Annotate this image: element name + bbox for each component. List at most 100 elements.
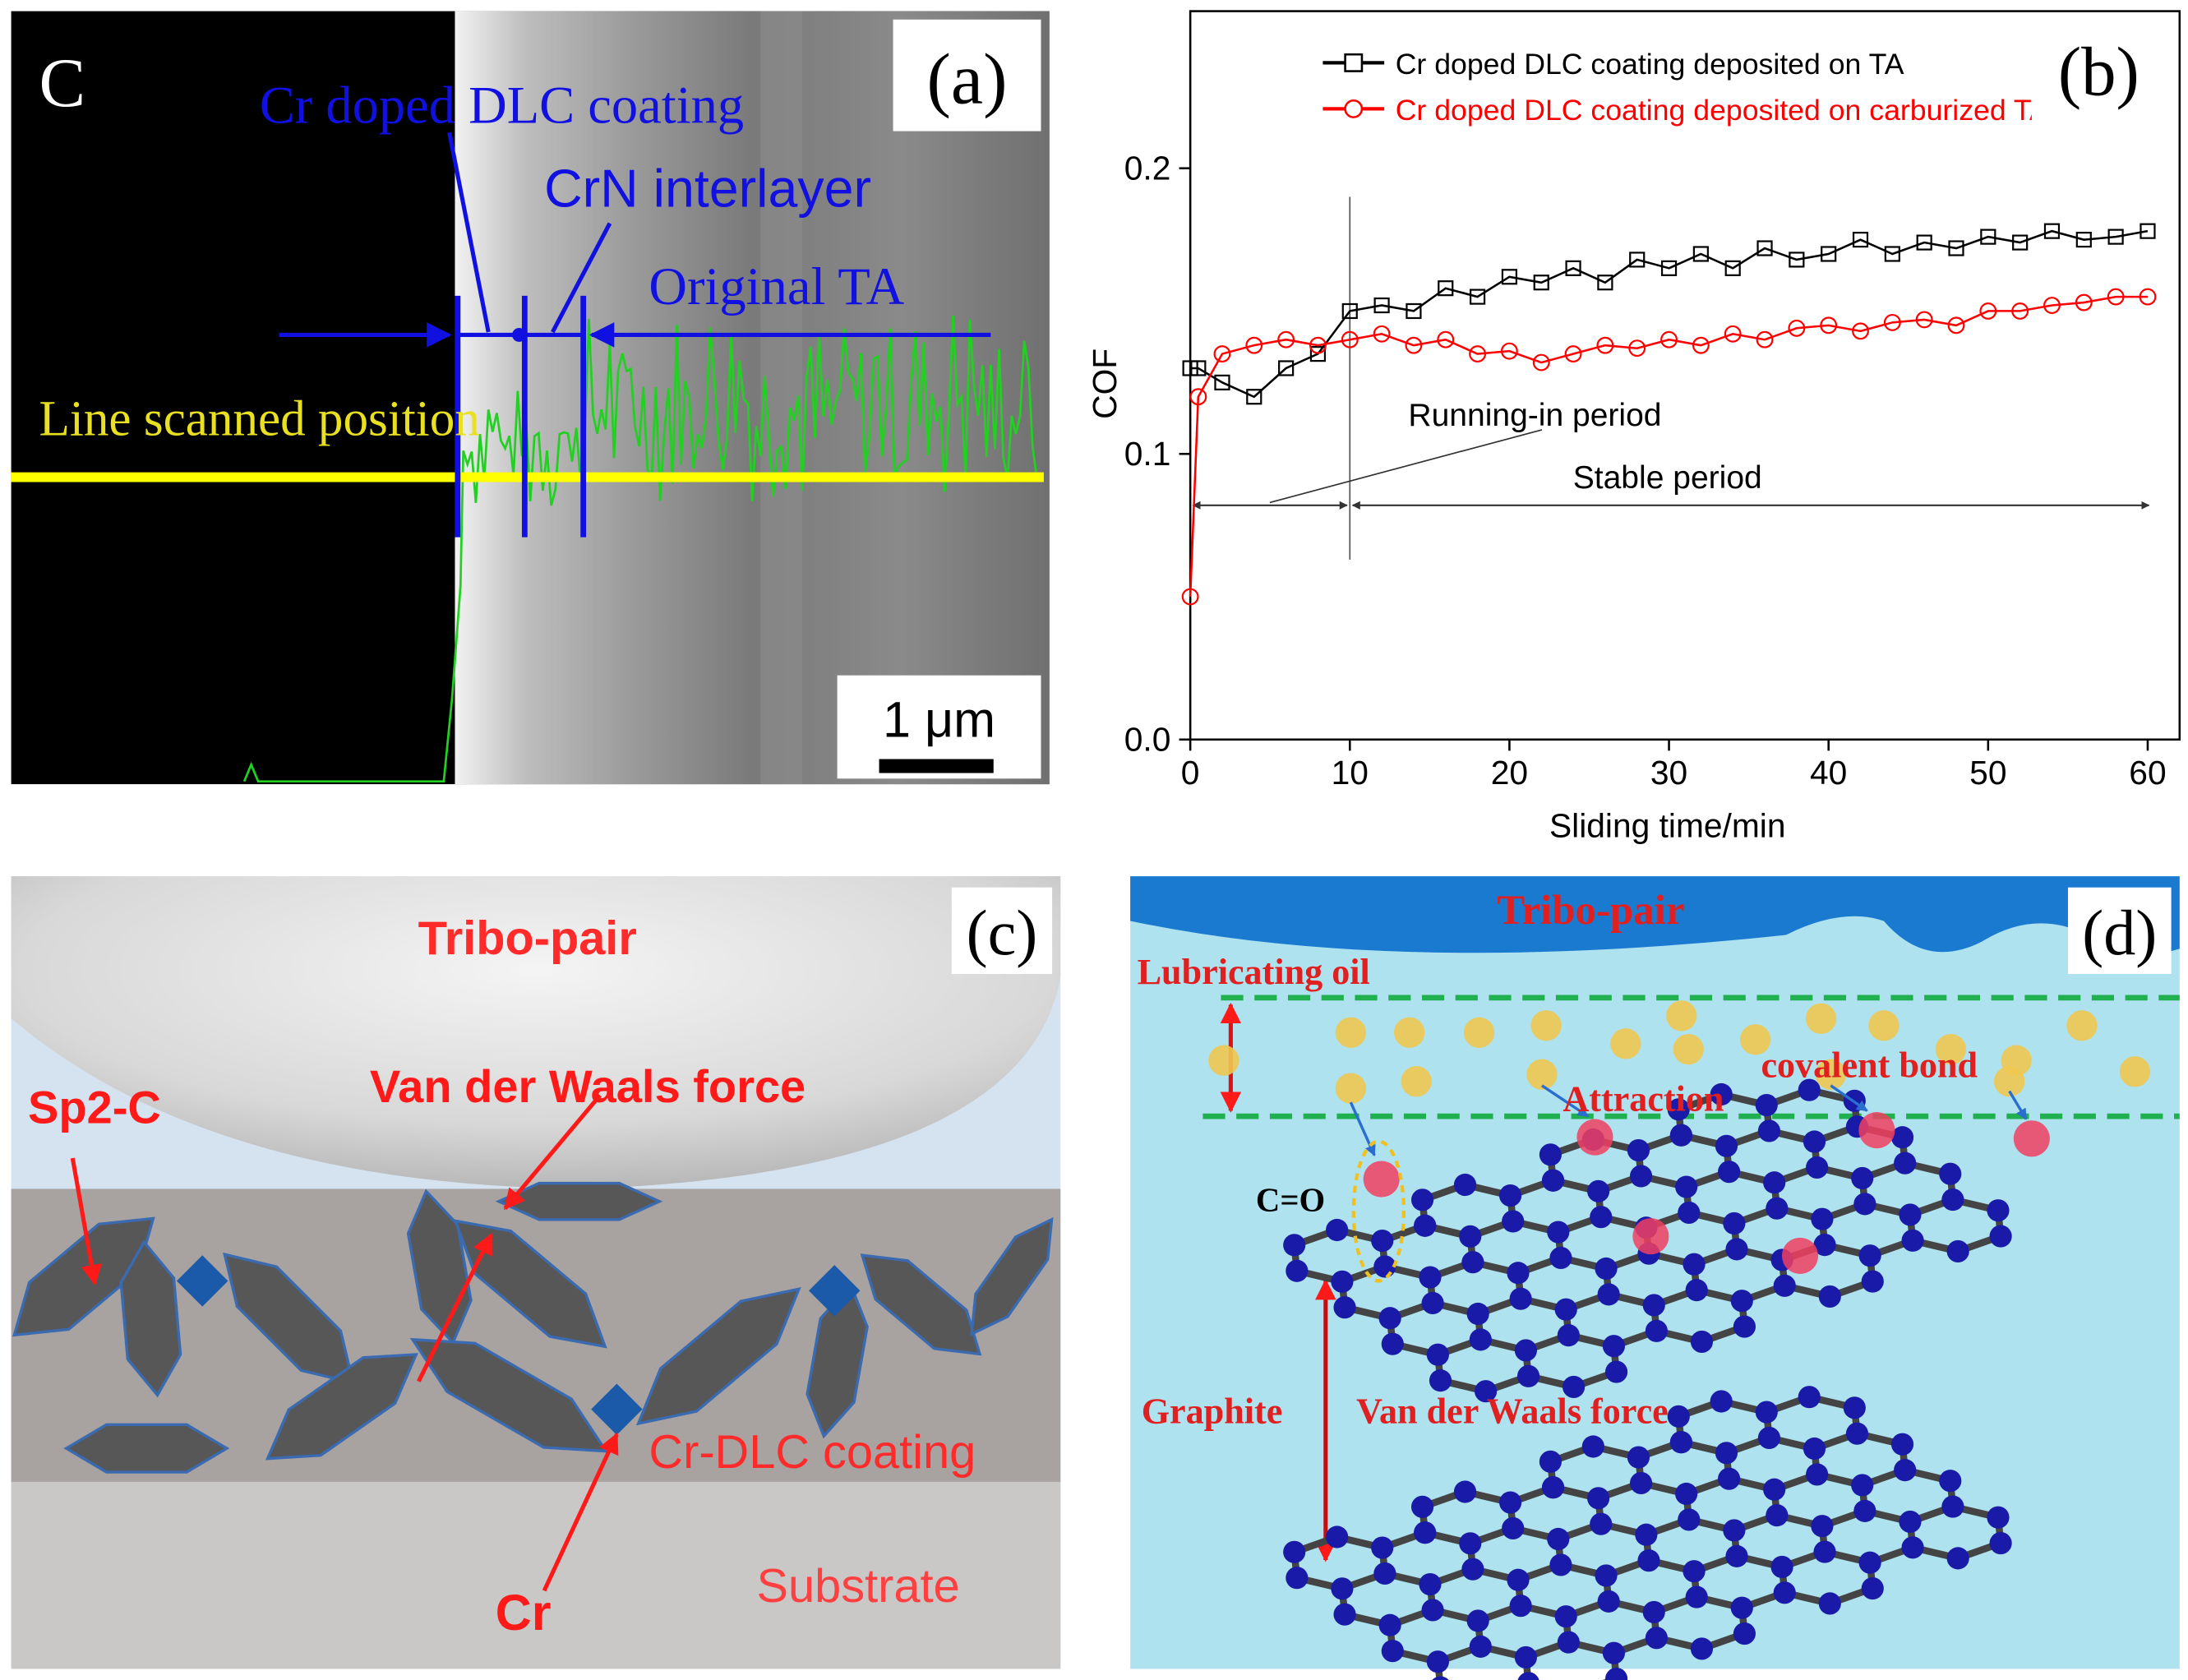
carbon-atom bbox=[1899, 1203, 1922, 1226]
legend-marker bbox=[1344, 53, 1364, 72]
marker bbox=[2140, 223, 2156, 239]
carbon-atom bbox=[1475, 1380, 1498, 1403]
carbon-atom bbox=[1373, 1562, 1396, 1585]
marker bbox=[1405, 336, 1423, 354]
carbon-atom bbox=[1811, 1207, 1834, 1230]
annotation: CrN interlayer bbox=[544, 159, 871, 218]
carbon-atom bbox=[1333, 1603, 1356, 1626]
carbon-atom bbox=[1763, 1171, 1786, 1194]
marker bbox=[1278, 360, 1295, 376]
substrate-layer bbox=[11, 1481, 1061, 1669]
carbon-atom bbox=[1459, 1532, 1482, 1555]
carbon-atom bbox=[1514, 1339, 1537, 1362]
carbon-atom bbox=[1813, 1540, 1836, 1563]
marker bbox=[1181, 588, 1199, 606]
marker bbox=[1948, 240, 1964, 256]
marker bbox=[1309, 346, 1327, 362]
label-box bbox=[951, 887, 1053, 974]
marker bbox=[1756, 330, 1774, 348]
sp2-flake bbox=[635, 1286, 801, 1426]
scale-bar-label: 1 μm bbox=[883, 691, 995, 747]
carbon-atom bbox=[1629, 1471, 1653, 1495]
label: Tribo-pair bbox=[418, 912, 637, 965]
label: Graphite bbox=[1142, 1392, 1283, 1432]
carbon-atom bbox=[1286, 1567, 1309, 1590]
carbon-atom bbox=[1554, 1605, 1577, 1628]
marker bbox=[1916, 234, 1932, 251]
carbon-atom bbox=[1563, 1375, 1586, 1398]
oil-molecule bbox=[1335, 1073, 1367, 1104]
carbon-atom bbox=[1509, 1595, 1532, 1618]
carbon-atom bbox=[1683, 1560, 1706, 1583]
panel-label: (c) bbox=[967, 897, 1038, 968]
cr-atom bbox=[591, 1383, 643, 1435]
carbon-atom bbox=[1378, 1307, 1401, 1330]
marker bbox=[2139, 288, 2157, 306]
attraction-arrow bbox=[1541, 1084, 1590, 1118]
oil-molecule bbox=[1994, 1066, 2025, 1097]
marker bbox=[1245, 336, 1263, 354]
label: Tribo-pair bbox=[1497, 888, 1684, 934]
arrow bbox=[417, 1233, 493, 1382]
carbon-atom bbox=[1426, 1343, 1449, 1366]
carbon-atom bbox=[1755, 1401, 1778, 1424]
marker bbox=[1437, 330, 1455, 348]
marker bbox=[1789, 252, 1805, 268]
series-line bbox=[1189, 295, 2148, 597]
oxygen-atom bbox=[1363, 1161, 1400, 1198]
carbon-atom bbox=[1642, 1294, 1665, 1317]
carbon-atom bbox=[1851, 1474, 1874, 1497]
attraction-arrow bbox=[1349, 1101, 1376, 1156]
carbon-atom bbox=[1587, 1179, 1610, 1202]
x-tick-label: 30 bbox=[1650, 754, 1687, 792]
carbon-atom bbox=[1283, 1234, 1306, 1257]
carbon-atom bbox=[1946, 1547, 1969, 1570]
carbon-atom bbox=[1773, 1581, 1796, 1604]
carbon-atom bbox=[1642, 1600, 1665, 1624]
carbon-atom bbox=[1730, 1596, 1753, 1619]
carbon-atom bbox=[1507, 1568, 1530, 1591]
carbon-atom bbox=[1421, 1599, 1444, 1622]
label-box bbox=[2067, 887, 2172, 974]
arrow bbox=[503, 1094, 602, 1211]
carbon-atom bbox=[1683, 1253, 1706, 1276]
carbon-atom bbox=[1381, 1640, 1404, 1663]
marker bbox=[1979, 302, 1997, 320]
label: Van der Waals force bbox=[1356, 1392, 1669, 1432]
marker bbox=[1629, 252, 1646, 268]
carbon-atom bbox=[1715, 1134, 1738, 1157]
marker bbox=[1309, 336, 1327, 354]
marker bbox=[1660, 330, 1678, 348]
carbon-atom bbox=[1378, 1613, 1401, 1636]
sp2-flake bbox=[63, 1423, 230, 1474]
oil-molecule bbox=[1740, 1024, 1771, 1055]
carbon-atom bbox=[1861, 1270, 1884, 1293]
oil-molecule bbox=[1673, 1033, 1704, 1065]
carbon-atom bbox=[1715, 1442, 1738, 1465]
carbon-atom bbox=[1627, 1138, 1650, 1162]
carbon-atom bbox=[1590, 1512, 1613, 1535]
cr-atom bbox=[809, 1265, 861, 1317]
marker bbox=[1883, 313, 1901, 331]
carbon-atom bbox=[1773, 1274, 1796, 1297]
carbon-atom bbox=[1597, 1283, 1620, 1306]
carbon-atom bbox=[1507, 1262, 1530, 1285]
oil-molecule bbox=[1401, 1066, 1432, 1097]
marker bbox=[2043, 223, 2061, 239]
marker bbox=[1373, 297, 1390, 314]
oil-molecules bbox=[1208, 1000, 2151, 1104]
oil-molecule bbox=[1805, 1003, 1837, 1034]
marker bbox=[2107, 228, 2124, 245]
marker bbox=[1246, 389, 1262, 405]
sp2-flake bbox=[970, 1216, 1054, 1336]
carbon-atom bbox=[1419, 1266, 1442, 1289]
carbon-atom bbox=[1766, 1504, 1789, 1527]
carbon-atom bbox=[1813, 1234, 1836, 1257]
carbon-atom bbox=[1414, 1214, 1437, 1237]
panel-a: C (a) Cr doped DLC coating CrN interlaye… bbox=[11, 11, 1050, 785]
carbon-atom bbox=[1987, 1506, 2010, 1529]
carbon-atom bbox=[1469, 1328, 1492, 1351]
marker bbox=[1469, 345, 1487, 363]
label: covalent bond bbox=[1761, 1045, 1978, 1086]
